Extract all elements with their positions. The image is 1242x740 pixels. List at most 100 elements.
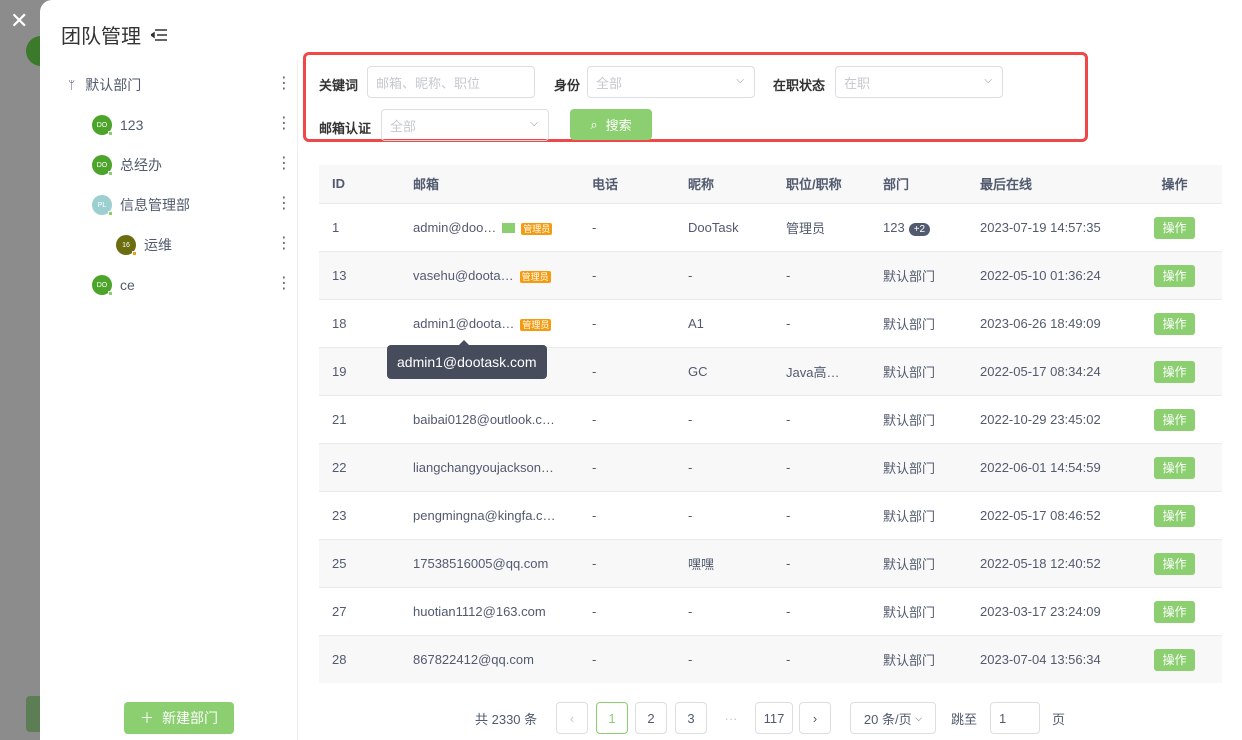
cell-nickname: -	[675, 490, 773, 539]
cell-phone: -	[579, 202, 675, 251]
page-ellipsis[interactable]: ···	[724, 710, 738, 726]
cell-phone: -	[579, 346, 675, 395]
operate-button[interactable]: 操作	[1154, 408, 1195, 431]
operate-button[interactable]: 操作	[1154, 264, 1195, 287]
cell-email: admin@doo… 管理员	[400, 202, 579, 251]
cell-email: 867822412@qq.com	[400, 634, 579, 683]
close-icon[interactable]: ✕	[10, 8, 29, 33]
table-row: 18 admin1@doota… 管理员 - A1 - 默认部门 2023-06-…	[319, 298, 1222, 347]
next-page-button[interactable]: ›	[799, 702, 831, 734]
department-avatar: DO	[92, 275, 113, 296]
more-options-icon[interactable]: ⋮	[276, 155, 292, 172]
cell-action: 操作	[1127, 394, 1222, 443]
cell-position: -	[773, 298, 870, 347]
email-tooltip: admin1@dootask.com	[387, 340, 547, 379]
email-text: liangchangyoujackson…	[413, 459, 554, 475]
status-label: 在职状态	[773, 78, 826, 93]
cell-last-online: 2022-05-18 12:40:52	[967, 538, 1127, 587]
cell-phone: -	[579, 442, 675, 491]
email-verify-select[interactable]: 全部 ⌵	[381, 109, 549, 141]
operate-button[interactable]: 操作	[1154, 216, 1195, 239]
cell-department: 默认部门	[870, 586, 967, 635]
operate-button[interactable]: 操作	[1154, 312, 1195, 335]
page-size-select[interactable]: 20 条/页 ⌵	[850, 702, 936, 734]
department-text: 默认部门	[883, 460, 936, 476]
team-management-modal: 团队管理 ＋新建部门 ᛘ 默认部门 ⋮ DO 123 ⋮ DO 总经办 ⋮ PL 信息管理部 ⋮ 16 运…	[40, 0, 1242, 740]
cell-action: 操作	[1127, 538, 1222, 587]
cell-department: 默认部门	[870, 538, 967, 587]
cell-action: 操作	[1127, 298, 1222, 347]
identity-label: 身份	[554, 78, 581, 93]
page-button[interactable]: 2	[635, 702, 667, 734]
chevron-down-icon: ⌵	[736, 75, 744, 86]
operate-button[interactable]: 操作	[1154, 600, 1195, 623]
page-button[interactable]: 117	[755, 702, 793, 734]
page-button[interactable]: 1	[596, 702, 628, 734]
cell-department: 默认部门	[870, 346, 967, 395]
cell-nickname: -	[675, 250, 773, 299]
operate-button[interactable]: 操作	[1154, 504, 1195, 527]
cell-email: liangchangyoujackson…	[400, 442, 579, 491]
cell-nickname: -	[675, 442, 773, 491]
jump-page-input[interactable]: 1	[990, 702, 1040, 734]
department-item[interactable]: DO 123	[92, 110, 143, 140]
cell-last-online: 2022-10-29 23:45:02	[967, 394, 1127, 443]
prev-page-button[interactable]: ‹	[556, 702, 588, 734]
department-name: ce	[120, 277, 135, 293]
page-button[interactable]: 3	[675, 702, 707, 734]
page-size-value: 20 条/页	[863, 711, 912, 727]
menu-collapse-icon[interactable]	[151, 28, 167, 42]
cell-nickname: -	[675, 586, 773, 635]
more-options-icon[interactable]: ⋮	[276, 235, 292, 252]
keyword-input[interactable]: 邮箱、昵称、职位	[367, 66, 535, 98]
cell-last-online: 2023-07-19 14:57:35	[967, 202, 1127, 251]
status-select[interactable]: 在职 ⌵	[835, 66, 1003, 98]
cell-department: 默认部门	[870, 298, 967, 347]
page-title: 团队管理	[61, 20, 167, 49]
cell-action: 操作	[1127, 586, 1222, 635]
email-text: vasehu@doota…	[413, 267, 514, 283]
operate-button[interactable]: 操作	[1154, 360, 1195, 383]
department-text: 默认部门	[883, 364, 936, 380]
department-text: 默认部门	[883, 268, 936, 284]
keyword-label: 关键词	[319, 78, 359, 93]
chevron-down-icon: ⌵	[915, 712, 923, 723]
cell-id: 22	[319, 442, 400, 491]
cell-last-online: 2022-05-17 08:46:52	[967, 490, 1127, 539]
cell-department: 123 +2	[870, 202, 967, 251]
cell-action: 操作	[1127, 346, 1222, 395]
cell-position: -	[773, 442, 870, 491]
more-options-icon[interactable]: ⋮	[276, 275, 292, 292]
more-options-icon[interactable]: ⋮	[276, 75, 292, 92]
org-tree-icon: ᛘ	[68, 78, 76, 92]
department-sidebar: ＋ 新建部门 ᛘ 默认部门 ⋮ DO 123 ⋮ DO 总经办 ⋮ PL 信息管理部 ⋮ 16 运维 ⋮ DO c…	[40, 60, 298, 740]
cell-nickname: 嘿嘿	[675, 538, 773, 587]
more-options-icon[interactable]: ⋮	[276, 195, 292, 212]
cell-nickname: -	[675, 394, 773, 443]
table-row: 27 huotian1112@163.com - - - 默认部门 2023-0…	[319, 586, 1222, 635]
operate-button[interactable]: 操作	[1154, 552, 1195, 575]
cell-id: 13	[319, 250, 400, 299]
jump-label: 跳至	[951, 711, 978, 727]
cell-id: 19	[319, 346, 400, 395]
department-item[interactable]: PL 信息管理部	[92, 190, 190, 220]
identity-select[interactable]: 全部 ⌵	[587, 66, 755, 98]
email-text: admin1@doota…	[413, 315, 515, 331]
more-options-icon[interactable]: ⋮	[276, 115, 292, 132]
department-name: 总经办	[120, 157, 162, 173]
extra-departments-badge: +2	[908, 222, 931, 236]
cell-id: 25	[319, 538, 400, 587]
department-item[interactable]: DO 总经办	[92, 150, 162, 180]
operate-button[interactable]: 操作	[1154, 456, 1195, 479]
members-table: ID 邮箱 电话 昵称 职位/职称 部门 最后在线 操作 1 admin@doo… 管理员 - …	[319, 165, 1222, 683]
department-item[interactable]: DO ce	[92, 270, 135, 300]
cell-department: 默认部门	[870, 250, 967, 299]
cell-position: -	[773, 538, 870, 587]
department-item[interactable]: ᛘ 默认部门	[68, 70, 141, 100]
new-department-button[interactable]: ＋ 新建部门	[124, 702, 234, 734]
admin-tag: 管理员	[520, 318, 552, 331]
department-item[interactable]: 16 运维	[116, 230, 172, 260]
operate-button[interactable]: 操作	[1154, 648, 1195, 671]
search-button[interactable]: ⌕ 搜索	[570, 109, 652, 140]
cell-id: 18	[319, 298, 400, 347]
